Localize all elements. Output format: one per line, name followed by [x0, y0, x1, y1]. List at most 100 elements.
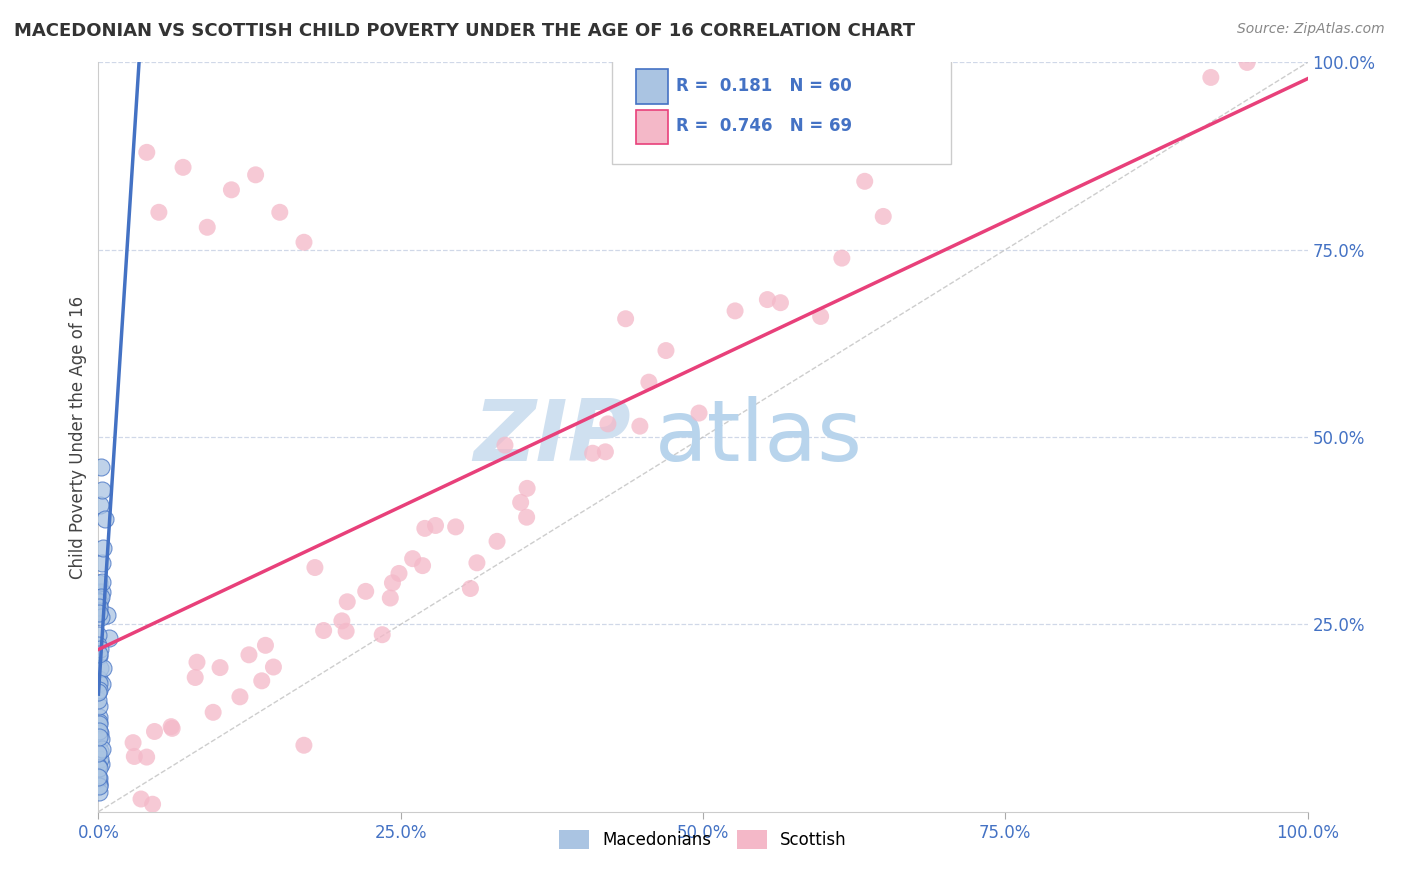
Point: [582, 446, 605, 460]
Point: [381, 575, 404, 590]
Point: [292, 738, 315, 752]
Point: [89, 592, 111, 607]
Point: [87, 682, 110, 697]
Point: [195, 220, 218, 235]
Point: [486, 534, 509, 549]
Point: [494, 438, 516, 452]
Point: [89, 726, 111, 740]
Point: [1236, 55, 1258, 70]
Point: [90, 610, 112, 624]
Point: [595, 445, 617, 459]
Point: [336, 595, 359, 609]
Point: [87, 692, 110, 706]
Point: [87, 676, 110, 690]
Point: [87, 778, 110, 792]
Point: [354, 584, 377, 599]
Point: [516, 481, 538, 495]
Point: [312, 624, 335, 638]
Point: [810, 310, 832, 324]
Point: [87, 594, 110, 608]
Point: [330, 614, 353, 628]
Point: [229, 690, 252, 704]
Point: [87, 776, 110, 790]
Point: [87, 771, 110, 785]
Point: [87, 649, 110, 664]
Point: [87, 606, 110, 620]
Point: [89, 717, 111, 731]
Point: [87, 599, 110, 613]
Point: [87, 715, 110, 730]
Y-axis label: Child Poverty Under the Age of 16: Child Poverty Under the Age of 16: [69, 295, 87, 579]
FancyBboxPatch shape: [637, 110, 668, 145]
Point: [184, 671, 207, 685]
Point: [688, 406, 710, 420]
Point: [465, 556, 488, 570]
Point: [89, 606, 111, 620]
Point: [87, 784, 110, 798]
Point: [148, 205, 170, 219]
Point: [655, 343, 678, 358]
Point: [91, 575, 114, 590]
Point: [516, 510, 538, 524]
Point: [89, 661, 111, 675]
Point: [89, 498, 111, 512]
Point: [87, 715, 110, 730]
Point: [87, 757, 110, 772]
Point: [87, 575, 110, 590]
Point: [87, 746, 110, 760]
Point: [831, 251, 853, 265]
Point: [87, 761, 110, 775]
Point: [756, 293, 779, 307]
Point: [90, 756, 112, 771]
Point: [89, 744, 111, 758]
Point: [91, 660, 114, 674]
Point: [90, 741, 112, 756]
Point: [87, 627, 110, 641]
Point: [724, 304, 747, 318]
Point: [87, 770, 110, 784]
Point: [269, 205, 291, 219]
Point: [90, 731, 112, 746]
Text: Source: ZipAtlas.com: Source: ZipAtlas.com: [1237, 22, 1385, 37]
Point: [425, 518, 447, 533]
Point: [401, 551, 423, 566]
Point: [87, 647, 110, 661]
Point: [413, 521, 436, 535]
Point: [262, 660, 284, 674]
Point: [89, 594, 111, 608]
Point: [94, 512, 117, 526]
Point: [254, 638, 277, 652]
Point: [160, 722, 183, 736]
Point: [186, 655, 208, 669]
Point: [90, 460, 112, 475]
Point: [91, 483, 114, 497]
Point: [1199, 70, 1222, 85]
Point: [87, 759, 110, 773]
Point: [89, 731, 111, 745]
Point: [388, 566, 411, 581]
Point: [412, 558, 434, 573]
Point: [371, 628, 394, 642]
FancyBboxPatch shape: [637, 70, 668, 103]
Point: [98, 631, 121, 645]
Point: [135, 750, 157, 764]
Point: [124, 749, 146, 764]
Point: [87, 584, 110, 599]
Point: [87, 638, 110, 652]
Point: [142, 797, 165, 812]
Point: [87, 684, 110, 698]
FancyBboxPatch shape: [613, 51, 950, 163]
Point: [292, 235, 315, 250]
Point: [160, 720, 183, 734]
Point: [335, 624, 357, 639]
Point: [638, 375, 661, 389]
Legend: Macedonians, Scottish: Macedonians, Scottish: [553, 823, 853, 855]
Point: [143, 724, 166, 739]
Point: [89, 672, 111, 686]
Point: [91, 541, 114, 555]
Point: [90, 590, 112, 604]
Point: [250, 673, 273, 688]
Point: [245, 168, 267, 182]
Text: ZIP: ZIP: [472, 395, 630, 479]
Point: [238, 648, 260, 662]
